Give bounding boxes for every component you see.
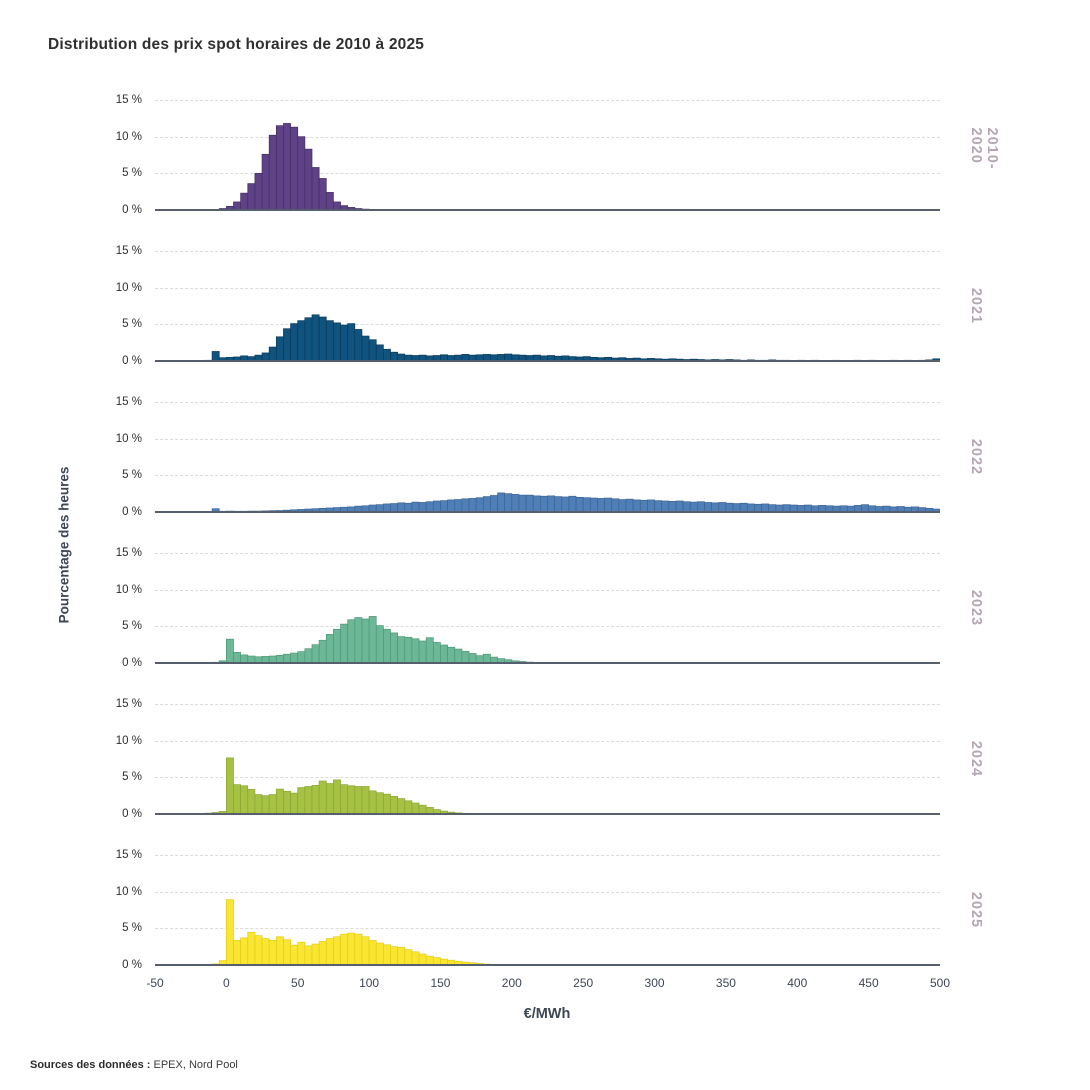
x-tick-label: 150	[430, 976, 451, 990]
panel-plot-area	[155, 704, 940, 815]
gridline-15pct	[155, 704, 940, 705]
y-tick-label: 10 %	[115, 583, 142, 596]
histogram-panel-2025: 15 % 10 % 5 % 0 % 2025	[0, 814, 1090, 971]
y-tick-label: 0 %	[122, 959, 142, 971]
x-tick-label: 0	[223, 976, 230, 990]
histogram-panels: 15 % 10 % 5 % 0 % 2010-2020 15 % 10 % 5 % 0 % …	[0, 59, 1090, 971]
x-tick-label: 400	[787, 976, 808, 990]
histogram-panel-2010-2020: 15 % 10 % 5 % 0 % 2010-2020	[0, 59, 1090, 216]
panel-year-label: 2022	[968, 438, 984, 476]
gridline-5pct	[155, 173, 940, 175]
histogram-bars	[204, 492, 940, 512]
y-tick-label: 0 %	[122, 657, 142, 669]
gridline-5pct	[155, 475, 940, 477]
gridline-10pct	[155, 136, 940, 138]
gridline-10pct	[155, 287, 940, 289]
panel-plot-area	[155, 251, 940, 362]
source-label: Sources des données :	[30, 1059, 151, 1071]
gridline-15pct	[155, 402, 940, 403]
y-tick-label: 10 %	[115, 281, 142, 294]
y-tick-label: 10 %	[115, 432, 142, 445]
y-tick-label: 0 %	[122, 808, 142, 820]
gridline-5pct	[155, 324, 940, 326]
x-axis-baseline	[155, 662, 940, 664]
y-tick-label: 0 %	[122, 506, 142, 518]
panel-year-label: 2021	[968, 287, 984, 325]
x-axis-baseline	[155, 813, 940, 815]
x-tick-label: 50	[291, 976, 305, 990]
panel-plot-area	[155, 100, 940, 211]
histogram-bars	[211, 899, 491, 965]
y-tick-label: 15 %	[115, 698, 142, 710]
panel-year-label: 2025	[968, 891, 984, 929]
x-tick-label: 200	[501, 976, 522, 990]
y-tick-label: 15 %	[115, 547, 142, 559]
x-tick-label: 100	[359, 976, 380, 990]
x-axis-title: €/MWh	[523, 1006, 571, 1022]
source-value: EPEX, Nord Pool	[153, 1059, 238, 1071]
y-tick-label: 0 %	[122, 355, 142, 367]
gridline-15pct	[155, 251, 940, 252]
x-tick-label: 250	[573, 976, 594, 990]
histogram-panel-2021: 15 % 10 % 5 % 0 % 2021	[0, 210, 1090, 367]
y-tick-label: 5 %	[122, 167, 142, 180]
histogram-panel-2024: 15 % 10 % 5 % 0 % 2024	[0, 663, 1090, 820]
y-tick-label: 0 %	[122, 204, 142, 216]
x-tick-label: 350	[715, 976, 736, 990]
gridline-10pct	[155, 589, 940, 591]
y-tick-label: 10 %	[115, 734, 142, 747]
histogram-panel-2022: 15 % 10 % 5 % 0 % 2022	[0, 361, 1090, 518]
histogram-bars	[204, 314, 940, 361]
y-tick-label: 15 %	[115, 396, 142, 408]
gridline-15pct	[155, 100, 940, 101]
y-tick-label: 10 %	[115, 885, 142, 898]
x-tick-label: 500	[929, 976, 951, 990]
y-tick-label: 15 %	[115, 94, 142, 106]
x-axis-baseline	[155, 511, 940, 513]
histogram-bars	[211, 123, 391, 210]
histogram-bars	[197, 757, 470, 814]
x-tick-label: 450	[858, 976, 879, 990]
x-tick-label: -50	[146, 976, 164, 990]
gridline-10pct	[155, 740, 940, 742]
gridline-10pct	[155, 891, 940, 893]
gridline-15pct	[155, 553, 940, 554]
gridline-10pct	[155, 438, 940, 440]
x-axis-baseline	[155, 964, 940, 966]
y-tick-label: 5 %	[122, 922, 142, 935]
panel-year-label: 2024	[968, 740, 984, 778]
panel-plot-area	[155, 553, 940, 664]
panel-plot-area	[155, 402, 940, 513]
y-tick-label: 5 %	[122, 318, 142, 331]
y-tick-label: 15 %	[115, 849, 142, 861]
panel-year-label: 2023	[968, 589, 984, 627]
histogram-bars	[211, 616, 548, 663]
y-tick-label: 5 %	[122, 620, 142, 633]
gridline-5pct	[155, 928, 940, 930]
histogram-panel-2023: 15 % 10 % 5 % 0 % 2023	[0, 512, 1090, 669]
x-axis-baseline	[155, 209, 940, 211]
x-axis-tick-labels: -50 0 50 100 150 200 250 300 350 400 450 500	[0, 976, 1090, 992]
y-tick-label: 5 %	[122, 469, 142, 482]
x-tick-label: 300	[644, 976, 665, 990]
y-tick-label: 5 %	[122, 771, 142, 784]
x-axis-baseline	[155, 360, 940, 362]
chart-title: Distribution des prix spot horaires de 2…	[48, 36, 425, 53]
panel-year-label: 2010-2020	[968, 127, 1000, 170]
y-tick-label: 15 %	[115, 245, 142, 257]
gridline-15pct	[155, 855, 940, 856]
gridline-5pct	[155, 626, 940, 628]
panel-plot-area	[155, 855, 940, 966]
gridline-5pct	[155, 777, 940, 779]
source-note: Sources des données : EPEX, Nord Pool	[30, 1059, 238, 1071]
y-tick-label: 10 %	[115, 130, 142, 143]
